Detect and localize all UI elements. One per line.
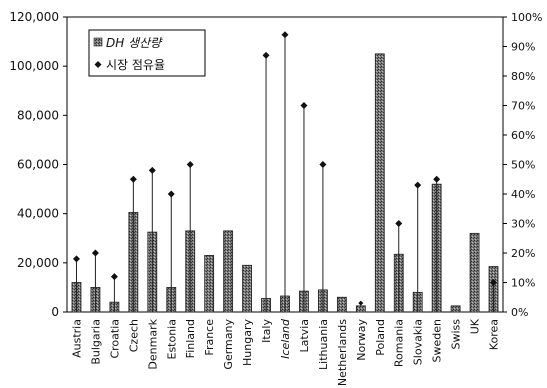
bar — [355, 305, 366, 313]
marker-point — [433, 175, 441, 183]
x-axis-tick-label: Slovakia — [412, 319, 425, 365]
marker-point — [319, 161, 327, 168]
right-axis-tick-label: 10% — [511, 277, 535, 290]
marker-point — [300, 102, 308, 109]
marker-point — [414, 181, 422, 189]
left-axis-tick-label: 40,000 — [17, 207, 59, 221]
bar — [242, 264, 252, 313]
legend: DH 생산량 시장 점유율 — [88, 29, 206, 77]
bar — [450, 305, 461, 313]
legend-bar-swatch — [93, 37, 103, 47]
marker-point — [148, 166, 156, 174]
right-axis-tick-label: 100% — [511, 11, 542, 24]
x-axis-tick-label: Netherlands — [336, 319, 349, 386]
marker-point — [129, 175, 137, 183]
bar — [336, 296, 347, 313]
bar — [374, 53, 385, 313]
x-axis-tick-label: Croatia — [108, 319, 121, 359]
legend-bar-label: DH 생산량 — [106, 36, 163, 50]
x-axis-tick-label: Czech — [127, 319, 140, 352]
right-axis: 0% 10% 20% 30% 40% 50% 60% 70% 80% 90% 100% — [503, 11, 542, 319]
left-axis: 0 20,000 40,000 60,000 80,000 100,000 120,000 — [9, 10, 67, 319]
marker-point — [358, 300, 364, 306]
x-axis-labels: Austria Bulgaria Croatia Czech Denmark Estoni… — [70, 318, 500, 386]
x-axis-tick-label: Swiss — [450, 319, 463, 350]
x-axis-tick-label: UK — [469, 318, 482, 334]
right-axis-tick-label: 60% — [511, 129, 535, 142]
x-axis-tick-label: Sweden — [431, 319, 444, 362]
bar — [204, 255, 215, 313]
x-axis-tick-label: Romania — [393, 319, 406, 367]
left-axis-tick-label: 0 — [51, 305, 59, 319]
legend-box — [88, 29, 206, 77]
x-axis-tick-label: Estonia — [165, 319, 178, 360]
marker-point — [186, 161, 194, 168]
bar — [223, 230, 234, 313]
marker-point — [281, 31, 289, 39]
marker-point — [72, 255, 80, 263]
x-axis-tick-label: Poland — [374, 319, 387, 356]
x-axis-tick-label: Italy — [260, 319, 273, 343]
left-axis-tick-label: 100,000 — [9, 59, 59, 73]
x-axis-tick-label: Korea — [488, 319, 501, 350]
right-axis-tick-label: 80% — [511, 70, 535, 83]
x-axis-tick-label: Germany — [222, 319, 235, 370]
x-axis-tick-label: France — [203, 319, 216, 356]
x-axis-tick-label: Norway — [355, 319, 368, 361]
x-axis-tick-label: Lithuania — [317, 319, 330, 370]
left-axis-tick-label: 120,000 — [9, 10, 59, 24]
x-axis-tick-label: Iceland — [279, 318, 292, 359]
x-axis-tick-label: Denmark — [146, 318, 159, 369]
x-axis-tick-label: Finland — [184, 319, 197, 358]
left-axis-tick-label: 80,000 — [17, 108, 59, 122]
x-axis-tick-label: Bulgaria — [89, 319, 102, 365]
marker-point — [167, 190, 175, 198]
right-axis-tick-label: 0% — [511, 306, 528, 319]
legend-diamond-icon — [94, 61, 102, 68]
right-axis-tick-label: 50% — [511, 159, 535, 172]
left-axis-tick-label: 20,000 — [17, 256, 59, 270]
left-axis-tick-label: 60,000 — [17, 158, 59, 172]
marker-point — [490, 279, 498, 286]
marker-point — [91, 249, 99, 257]
right-axis-tick-label: 70% — [511, 100, 535, 113]
marker-point — [110, 273, 118, 281]
marker-series — [72, 31, 498, 312]
x-axis-tick-label: Hungary — [241, 319, 254, 366]
x-axis-tick-label: Austria — [70, 319, 83, 358]
marker-point — [262, 51, 270, 59]
bar — [469, 232, 480, 313]
right-axis-tick-label: 30% — [511, 218, 535, 231]
x-axis-tick-label: Latvia — [298, 319, 311, 353]
right-axis-tick-label: 90% — [511, 41, 535, 54]
legend-marker-label: 시장 점유율 — [106, 58, 165, 72]
right-axis-tick-label: 20% — [511, 247, 535, 260]
right-axis-tick-label: 40% — [511, 188, 535, 201]
marker-point — [395, 220, 403, 227]
